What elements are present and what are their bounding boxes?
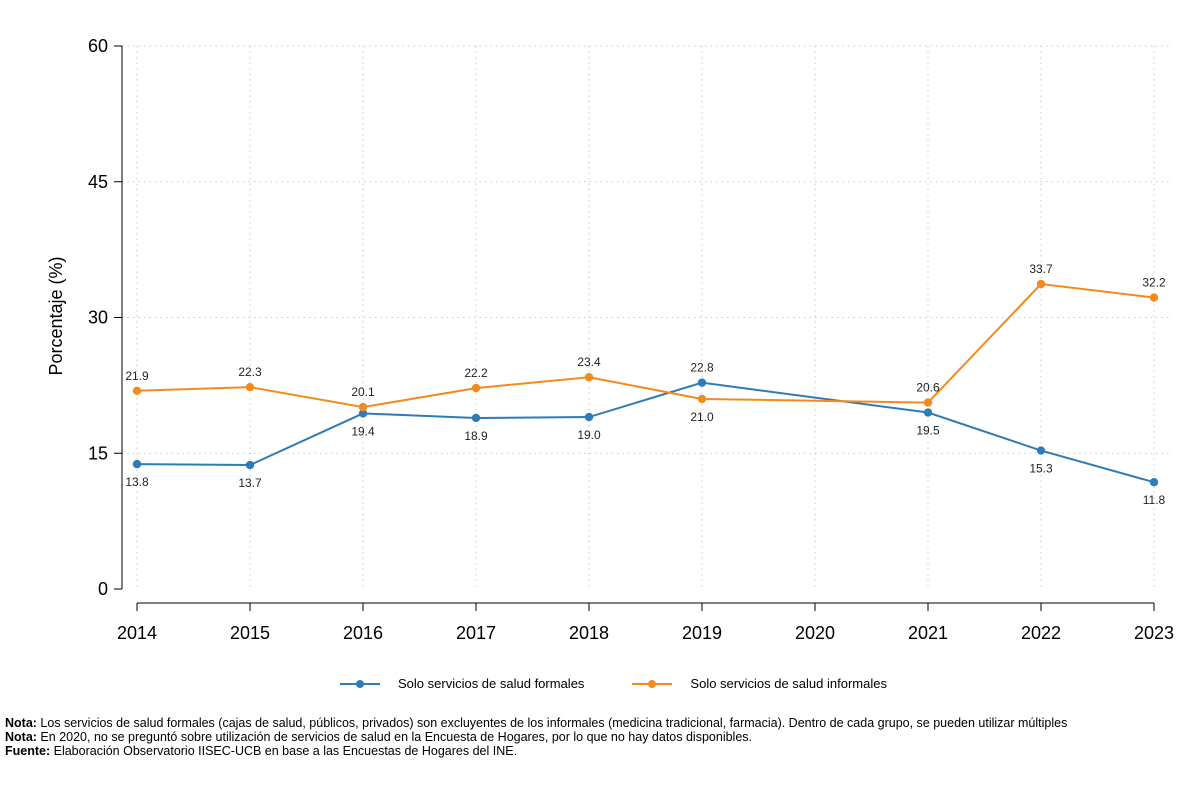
note-text-1: Los servicios de salud formales (cajas d… bbox=[36, 716, 1068, 730]
data-label-formales-2016: 19.4 bbox=[351, 424, 375, 438]
series-line-informales bbox=[136, 282, 1155, 409]
data-label-informales-2016: 20.1 bbox=[351, 385, 375, 399]
x-tick-label-2015: 2015 bbox=[230, 623, 270, 643]
data-label-informales-2022: 33.7 bbox=[1029, 262, 1053, 276]
legend-marker-informales bbox=[648, 679, 657, 688]
point-formales-2023 bbox=[1149, 478, 1159, 487]
x-tick-label-2018: 2018 bbox=[569, 623, 609, 643]
data-label-formales-2023: 11.8 bbox=[1143, 493, 1166, 507]
y-tick-label-0: 0 bbox=[98, 579, 108, 599]
x-tick-label-2023: 2023 bbox=[1134, 623, 1174, 643]
y-tick-label-30: 30 bbox=[88, 308, 108, 328]
series-line-formales bbox=[136, 381, 1155, 484]
data-label-formales-2017: 18.9 bbox=[464, 429, 488, 443]
point-informales-2017 bbox=[471, 383, 481, 393]
data-label-informales-2021: 20.6 bbox=[916, 381, 940, 395]
x-tick-label-2022: 2022 bbox=[1021, 623, 1061, 643]
y-tick-label-60: 60 bbox=[88, 36, 108, 56]
point-informales-2021 bbox=[923, 398, 933, 407]
data-label-formales-2022: 15.3 bbox=[1029, 462, 1053, 476]
legend-label-informales: Solo servicios de salud informales bbox=[690, 676, 887, 691]
line-chart: 0 15 30 45 60 2014 2015 2016 2017 2018 2019 2020 202… bbox=[46, 36, 1174, 643]
note-text-3: Elaboración Observatorio IISEC-UCB en ba… bbox=[50, 744, 518, 758]
series-formales: 13.8 13.7 19.4 18.9 19.0 22.8 19.5 15.3 11.8 bbox=[125, 361, 1165, 508]
point-formales-2016 bbox=[358, 409, 368, 418]
data-label-formales-2018: 19.0 bbox=[577, 428, 601, 442]
point-formales-2019 bbox=[697, 378, 707, 387]
legend-item-formales: Solo servicios de salud formales bbox=[340, 676, 584, 691]
x-tick-label-2017: 2017 bbox=[456, 623, 496, 643]
note-text-2: En 2020, no se preguntó sobre utilizació… bbox=[36, 730, 752, 744]
point-formales-2021 bbox=[923, 408, 933, 417]
point-formales-2017 bbox=[471, 413, 481, 423]
point-informales-2023 bbox=[1149, 293, 1159, 302]
data-label-informales-2014: 21.9 bbox=[125, 369, 149, 383]
point-informales-2016 bbox=[358, 402, 368, 412]
point-formales-2014 bbox=[132, 459, 142, 469]
note-line-2: Nota: En 2020, no se preguntó sobre util… bbox=[5, 730, 1067, 744]
data-label-formales-2021: 19.5 bbox=[916, 424, 940, 438]
y-axis-label: Porcentaje (%) bbox=[46, 256, 66, 375]
x-tick-label-2019: 2019 bbox=[682, 623, 722, 643]
legend-item-informales: Solo servicios de salud informales bbox=[632, 676, 887, 691]
legend-marker-formales bbox=[356, 679, 364, 688]
legend-swatch-informales bbox=[632, 679, 673, 688]
point-informales-2019 bbox=[697, 394, 707, 404]
legend-label-formales: Solo servicios de salud formales bbox=[398, 676, 585, 691]
data-label-informales-2023: 32.2 bbox=[1142, 276, 1166, 290]
data-label-formales-2019: 22.8 bbox=[690, 361, 714, 375]
point-informales-2015 bbox=[245, 382, 255, 392]
data-label-informales-2015: 22.3 bbox=[238, 365, 262, 379]
note-line-3: Fuente: Elaboración Observatorio IISEC-U… bbox=[5, 744, 1067, 758]
note-line-1: Nota: Los servicios de salud formales (c… bbox=[5, 716, 1067, 730]
notes-block: Nota: Los servicios de salud formales (c… bbox=[5, 716, 1067, 758]
x-tick-label-2020: 2020 bbox=[795, 623, 835, 643]
point-formales-2015 bbox=[245, 460, 255, 470]
grid-lines bbox=[122, 45, 1170, 589]
data-label-informales-2017: 22.2 bbox=[464, 366, 488, 380]
x-tick-label-2021: 2021 bbox=[908, 623, 948, 643]
legend-swatch-formales bbox=[340, 679, 380, 688]
point-informales-2018 bbox=[584, 373, 594, 382]
point-formales-2022 bbox=[1036, 446, 1046, 455]
data-label-formales-2014: 13.8 bbox=[125, 475, 149, 489]
x-tick-label-2014: 2014 bbox=[117, 623, 157, 643]
note-prefix-3: Fuente: bbox=[5, 744, 51, 758]
y-tick-label-45: 45 bbox=[88, 172, 108, 192]
point-informales-2014 bbox=[132, 386, 142, 396]
series-layer: 13.8 13.7 19.4 18.9 19.0 22.8 19.5 15.3 11.8 21.9… bbox=[125, 262, 1166, 507]
x-tick-label-2016: 2016 bbox=[343, 623, 383, 643]
note-prefix-1: Nota: bbox=[5, 716, 37, 730]
data-label-informales-2018: 23.4 bbox=[577, 355, 601, 369]
point-informales-2022 bbox=[1036, 279, 1046, 289]
legend: Solo servicios de salud formales Solo se… bbox=[340, 676, 935, 691]
axes: 0 15 30 45 60 2014 2015 2016 2017 2018 2019 2020 202… bbox=[88, 36, 1174, 643]
series-informales: 21.9 22.3 20.1 22.2 23.4 21.0 20.6 33.7 32.2 bbox=[125, 262, 1166, 424]
data-label-formales-2015: 13.7 bbox=[238, 476, 262, 490]
y-tick-label-15: 15 bbox=[88, 443, 108, 463]
point-formales-2018 bbox=[584, 412, 594, 422]
note-prefix-2: Nota: bbox=[5, 730, 37, 744]
data-label-informales-2019: 21.0 bbox=[690, 410, 714, 424]
